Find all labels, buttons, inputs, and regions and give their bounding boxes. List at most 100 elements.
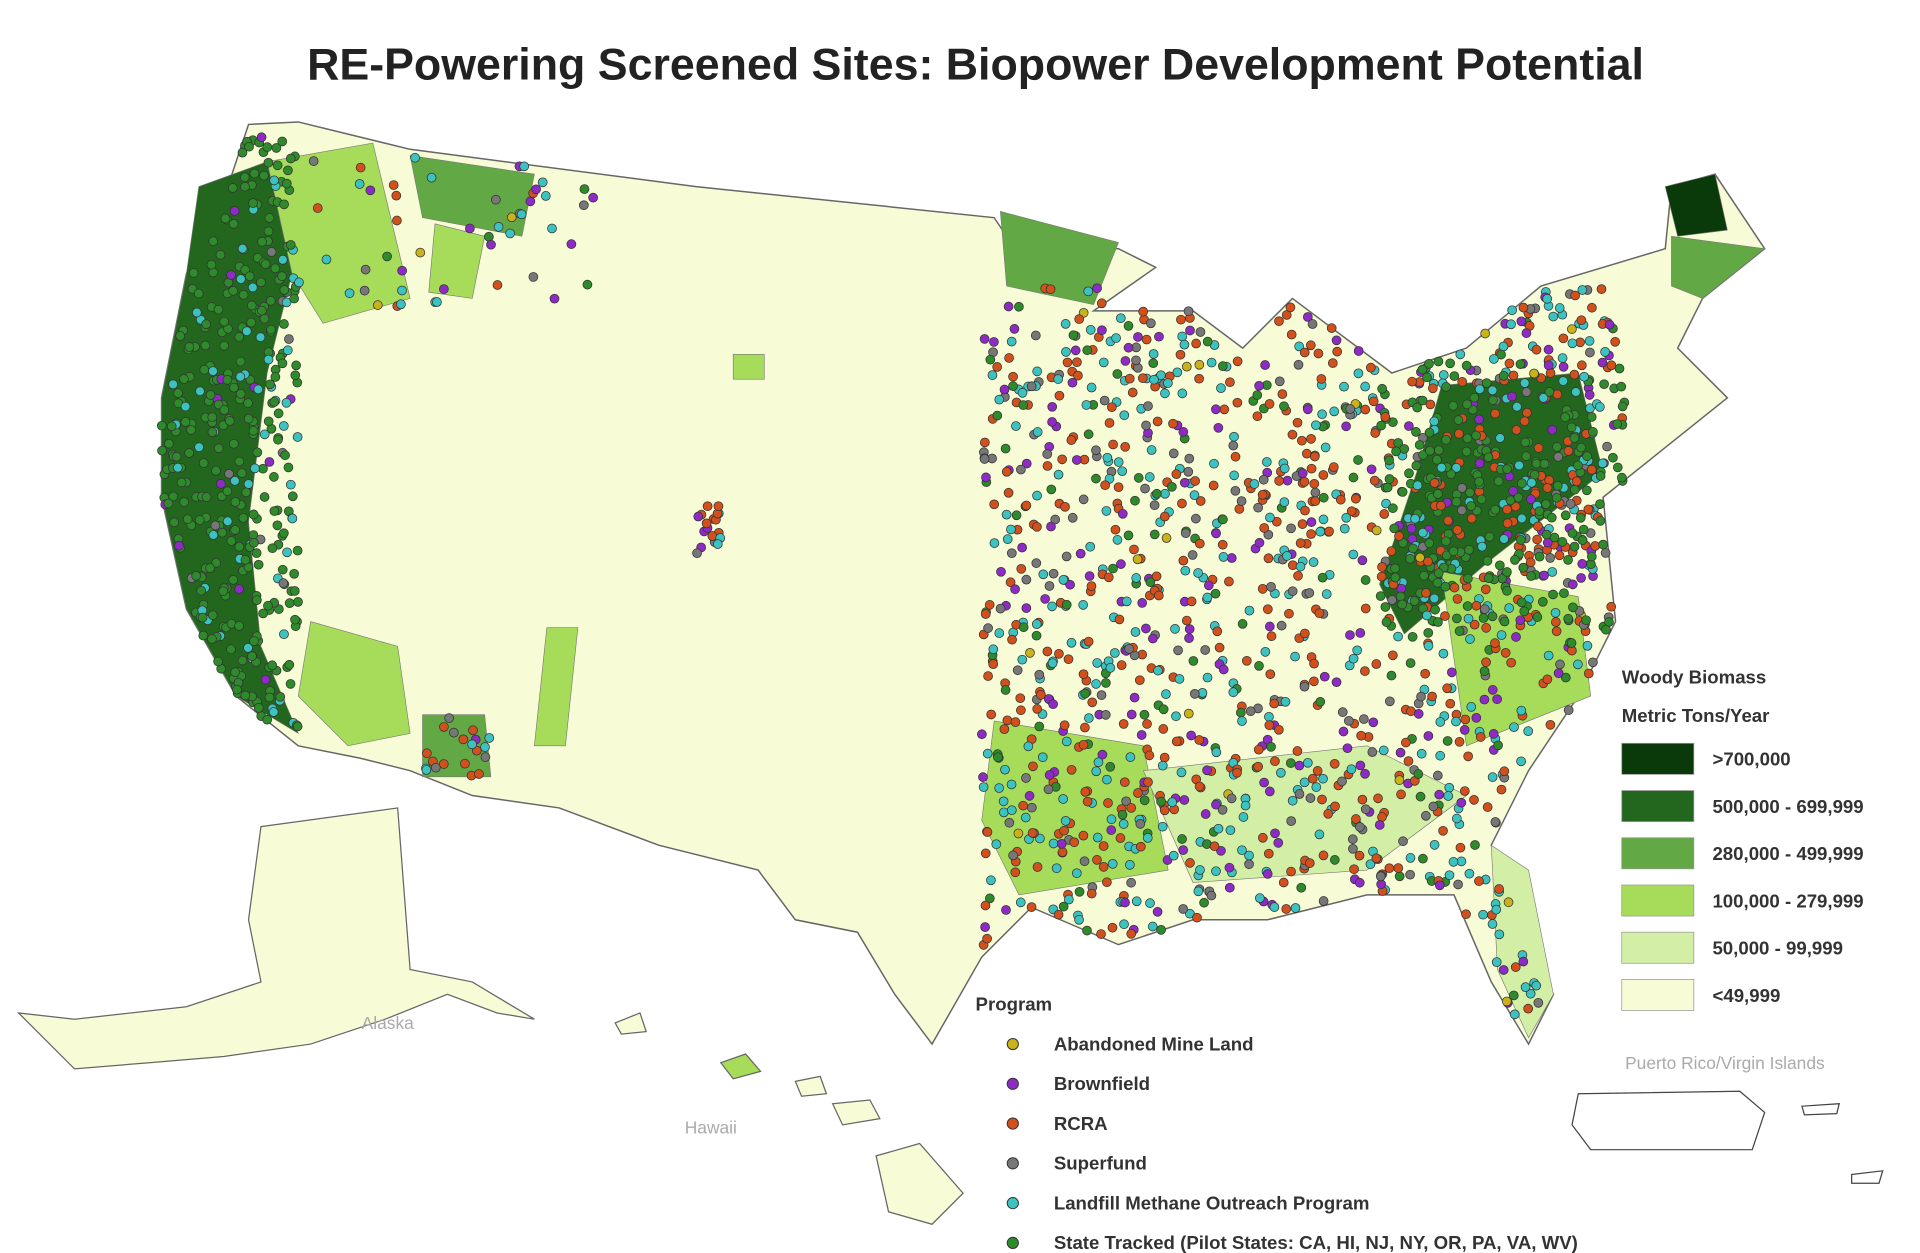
site-marker — [229, 382, 239, 393]
site-marker — [1425, 399, 1436, 410]
site-marker — [448, 727, 459, 738]
site-marker — [252, 595, 262, 606]
site-marker — [1083, 429, 1094, 440]
site-marker — [1323, 808, 1334, 819]
site-marker — [234, 332, 245, 342]
site-marker — [1014, 301, 1024, 312]
site-marker — [1131, 896, 1142, 907]
site-marker — [978, 782, 989, 792]
site-marker — [1036, 690, 1046, 700]
site-marker — [1306, 529, 1316, 539]
site-marker — [1213, 422, 1224, 433]
site-marker — [438, 759, 449, 769]
site-marker — [1092, 658, 1103, 668]
site-marker — [270, 263, 281, 274]
site-marker — [249, 636, 259, 646]
site-marker — [1264, 399, 1275, 409]
site-marker — [1218, 552, 1229, 562]
site-marker — [260, 674, 271, 685]
site-marker — [1477, 541, 1487, 552]
site-marker — [1009, 324, 1020, 334]
site-marker — [1194, 359, 1205, 370]
site-marker — [1106, 825, 1117, 835]
site-marker — [1348, 843, 1358, 854]
site-marker — [269, 472, 279, 482]
site-marker — [1078, 600, 1088, 610]
site-marker — [1445, 358, 1455, 369]
site-marker — [1006, 779, 1017, 790]
site-marker — [1209, 458, 1219, 469]
site-marker — [1282, 551, 1292, 561]
site-marker — [1133, 332, 1143, 342]
site-marker — [1482, 556, 1493, 566]
site-marker — [1423, 556, 1433, 567]
site-marker — [1004, 817, 1015, 828]
site-marker — [1551, 492, 1562, 503]
site-marker — [1306, 463, 1317, 474]
site-marker — [1105, 663, 1116, 673]
site-marker — [1518, 302, 1529, 313]
site-marker — [430, 762, 441, 773]
site-marker — [1058, 794, 1068, 804]
site-marker — [1389, 523, 1400, 534]
site-marker — [1443, 515, 1453, 526]
site-marker — [1244, 859, 1254, 870]
site-marker — [1109, 648, 1120, 658]
site-marker — [1175, 349, 1186, 360]
site-marker — [1488, 395, 1498, 406]
site-marker — [222, 486, 233, 497]
site-marker — [232, 684, 242, 695]
site-marker — [1348, 549, 1359, 560]
site-marker — [1112, 535, 1123, 545]
site-marker — [1577, 559, 1588, 569]
alaska-outline — [16, 807, 535, 1070]
site-marker — [1053, 374, 1064, 384]
site-marker — [1360, 404, 1371, 415]
site-marker — [422, 748, 432, 759]
site-marker — [270, 372, 281, 382]
site-marker — [174, 540, 184, 551]
site-marker — [993, 752, 1003, 763]
site-marker — [1126, 877, 1136, 888]
site-marker — [1481, 623, 1492, 633]
site-marker — [1004, 353, 1014, 363]
site-marker — [227, 183, 238, 193]
site-marker — [1384, 863, 1395, 874]
site-marker — [1152, 488, 1162, 499]
site-marker — [1010, 584, 1020, 595]
site-marker — [1290, 903, 1301, 913]
site-marker — [1516, 478, 1527, 489]
site-marker — [1226, 553, 1237, 563]
site-marker — [1482, 802, 1493, 812]
legend-title: Woody Biomass — [1622, 667, 1767, 688]
site-marker — [1047, 417, 1057, 427]
site-marker — [1179, 795, 1190, 805]
site-marker — [1447, 667, 1457, 678]
site-marker — [1136, 730, 1147, 740]
site-marker — [1143, 401, 1153, 411]
site-marker — [191, 307, 202, 318]
site-marker — [235, 371, 246, 382]
site-marker — [293, 597, 303, 607]
site-marker — [1502, 585, 1512, 596]
site-marker — [1176, 767, 1187, 778]
site-marker — [1515, 615, 1526, 626]
site-marker — [243, 413, 254, 424]
site-marker — [1327, 358, 1338, 368]
site-marker — [1394, 871, 1405, 882]
site-marker — [241, 326, 252, 337]
site-marker — [1320, 442, 1331, 453]
site-marker — [1498, 370, 1509, 381]
site-marker — [1237, 845, 1247, 856]
region-label: Puerto Rico/Virgin Islands — [1625, 1053, 1825, 1073]
site-marker — [228, 285, 238, 296]
site-marker — [269, 506, 280, 516]
site-marker — [1135, 818, 1146, 829]
site-marker — [1188, 656, 1199, 666]
site-marker — [528, 272, 539, 282]
site-marker — [1148, 633, 1158, 644]
site-marker — [1225, 377, 1235, 388]
site-marker — [1154, 331, 1164, 342]
site-marker — [484, 231, 494, 242]
site-marker — [1387, 503, 1398, 514]
